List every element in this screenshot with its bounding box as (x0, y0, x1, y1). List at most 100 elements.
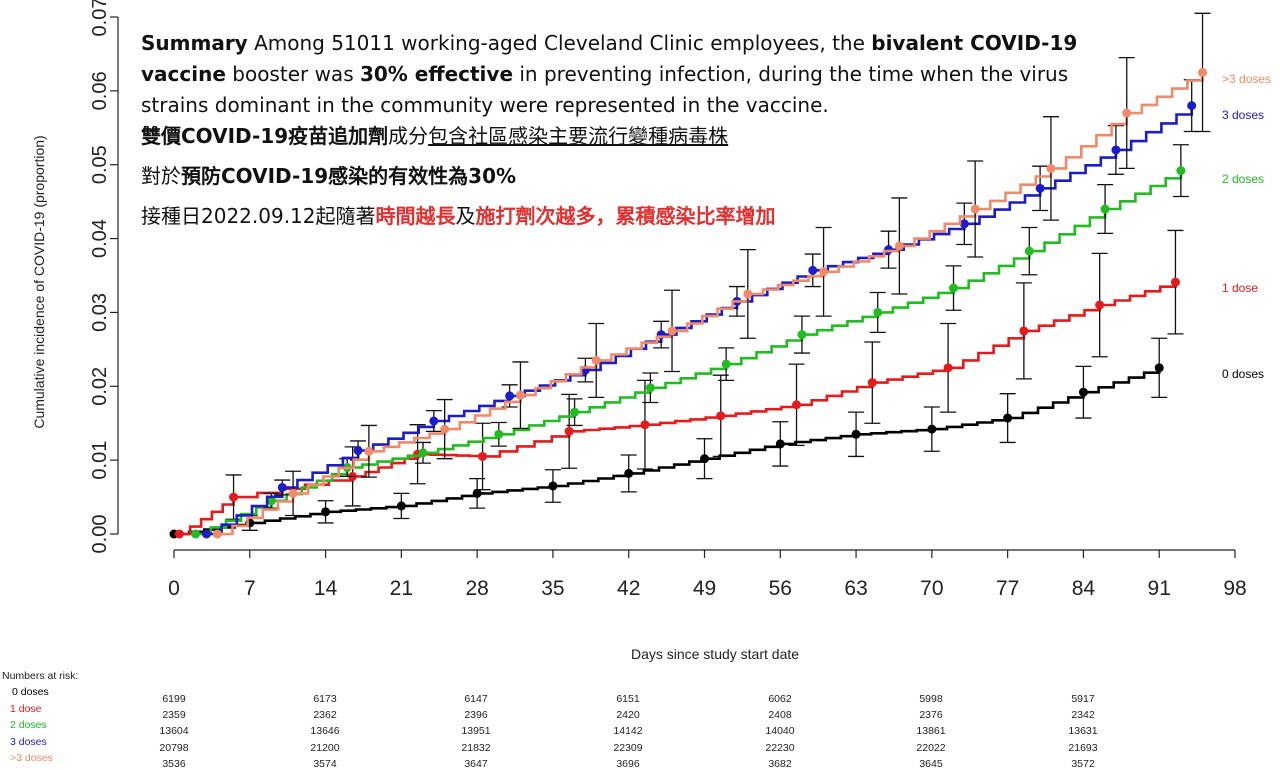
data-point (564, 426, 574, 436)
risk-cell: 21693 (1068, 741, 1098, 754)
data-point (212, 529, 222, 539)
risk-cell: 6173 (313, 693, 337, 705)
data-point (1035, 183, 1045, 193)
risk-row-label: 1 dose (10, 702, 42, 715)
data-point (548, 481, 558, 491)
data-point (201, 529, 211, 539)
data-point (1122, 108, 1132, 118)
risk-cell: 2376 (919, 709, 943, 722)
step-curve (195, 170, 1183, 536)
risk-cell: 2359 (162, 709, 186, 722)
risk-cell: 2396 (464, 709, 488, 722)
data-point (700, 454, 709, 464)
y-tick-label: 0.03 (89, 293, 111, 332)
x-tick-label: 98 (1223, 577, 1246, 600)
risk-cell: 13951 (461, 725, 491, 738)
x-tick-label: 91 (1148, 577, 1171, 600)
data-point (970, 204, 980, 214)
risk-cell: 6062 (768, 693, 792, 705)
data-point (191, 529, 201, 539)
data-point (867, 378, 877, 388)
risk-cell: 5998 (919, 693, 943, 705)
data-point (1100, 204, 1110, 214)
x-tick-label: 21 (390, 577, 413, 600)
risk-cell: 14142 (613, 725, 643, 738)
x-tick-label: 70 (920, 577, 943, 600)
risk-cell: 21832 (461, 741, 491, 754)
step-curve (206, 105, 1193, 536)
risk-cell: 14040 (765, 725, 795, 738)
data-point (808, 265, 818, 275)
data-point (1154, 363, 1164, 373)
data-point (667, 326, 677, 336)
risk-cell: 3647 (464, 757, 488, 770)
data-point (494, 429, 504, 439)
data-point (927, 424, 937, 434)
data-point (1024, 246, 1034, 256)
data-point (1111, 145, 1121, 155)
data-point (472, 488, 482, 498)
risk-cell: 2408 (768, 709, 792, 722)
axes: 0.00 0.01 0.02 0.03 0.04 0.05 0.06 0.07 0 7 14 21 28… (89, 0, 1247, 600)
series--3-doses (212, 12, 1211, 539)
chinese-bold-2: 預防COVID-19感染的有效性為30% (181, 164, 517, 188)
chinese-text-2: 對於 (141, 164, 181, 188)
risk-cell: 2342 (1071, 709, 1095, 722)
x-tick-label: 35 (541, 577, 564, 600)
data-point (943, 363, 953, 373)
chinese-text-4: 及 (455, 204, 476, 228)
data-point (624, 468, 634, 478)
step-curve (217, 72, 1204, 536)
x-tick-label: 14 (314, 577, 338, 600)
series-label: 0 doses (1222, 367, 1264, 381)
summary-bold-2: vaccine (141, 62, 226, 86)
risk-row-label: >3 doses (10, 752, 53, 764)
data-point (721, 359, 731, 369)
risk-cell: 6147 (464, 693, 488, 705)
data-point (1187, 101, 1197, 111)
x-tick-label: 28 (465, 577, 488, 600)
chinese-bold-1: 雙價COVID-19疫苗追加劑 (141, 124, 389, 148)
series-labels: 0 doses 1 dose 2 doses 3 doses >3 doses (1222, 72, 1271, 381)
summary-annotation: Summary Among 51011 working-aged Clevela… (141, 28, 1121, 232)
risk-table-title: Numbers at risk: (2, 670, 79, 682)
data-point (288, 488, 298, 498)
x-tick-label: 77 (996, 577, 1019, 600)
series-label: 3 doses (1222, 108, 1264, 122)
data-point (716, 411, 726, 421)
summary-bold-3: 30% effective (359, 62, 514, 86)
chinese-underlined: 包含社區感染主要流行變種病毒株 (428, 124, 729, 148)
data-point (949, 283, 959, 293)
step-curve (179, 282, 1177, 536)
x-axis-label: Days since study start date (631, 646, 799, 662)
data-point (505, 391, 515, 401)
data-point (418, 448, 428, 458)
data-point (1176, 166, 1186, 176)
chinese-text-3: 接種日2022.09.12起隨著 (141, 204, 376, 228)
risk-cell: 2362 (313, 709, 337, 722)
risk-row-label: 3 doses (10, 735, 47, 748)
risk-cell: 22022 (916, 741, 946, 754)
y-tick-label: 0.07 (89, 0, 111, 36)
x-tick-label: 63 (844, 577, 867, 600)
chinese-line-3: 接種日2022.09.12起隨著時間越長及施打劑次越多，累積感染比率增加 (141, 201, 1121, 232)
summary-line-2: vaccine booster was 30% effective in pre… (141, 59, 1121, 90)
data-point (478, 451, 488, 461)
series-0-doses (169, 337, 1168, 539)
x-tick-label: 84 (1072, 577, 1096, 600)
risk-cell: 5917 (1071, 693, 1095, 705)
risk-cell: 2420 (616, 709, 640, 722)
risk-cell: 6199 (162, 693, 186, 705)
x-tick-label: 0 (168, 577, 180, 600)
risk-cell: 13604 (159, 725, 189, 738)
summary-bold-1: bivalent COVID-19 (871, 31, 1078, 55)
summary-line-3: strains dominant in the community were r… (141, 93, 829, 117)
data-point (515, 390, 525, 400)
data-point (321, 507, 331, 517)
y-tick-label: 0.05 (89, 145, 111, 184)
step-curve (174, 367, 1161, 536)
risk-cell: 22230 (765, 741, 795, 754)
data-point (743, 289, 753, 299)
risk-cell: 3696 (616, 757, 640, 770)
